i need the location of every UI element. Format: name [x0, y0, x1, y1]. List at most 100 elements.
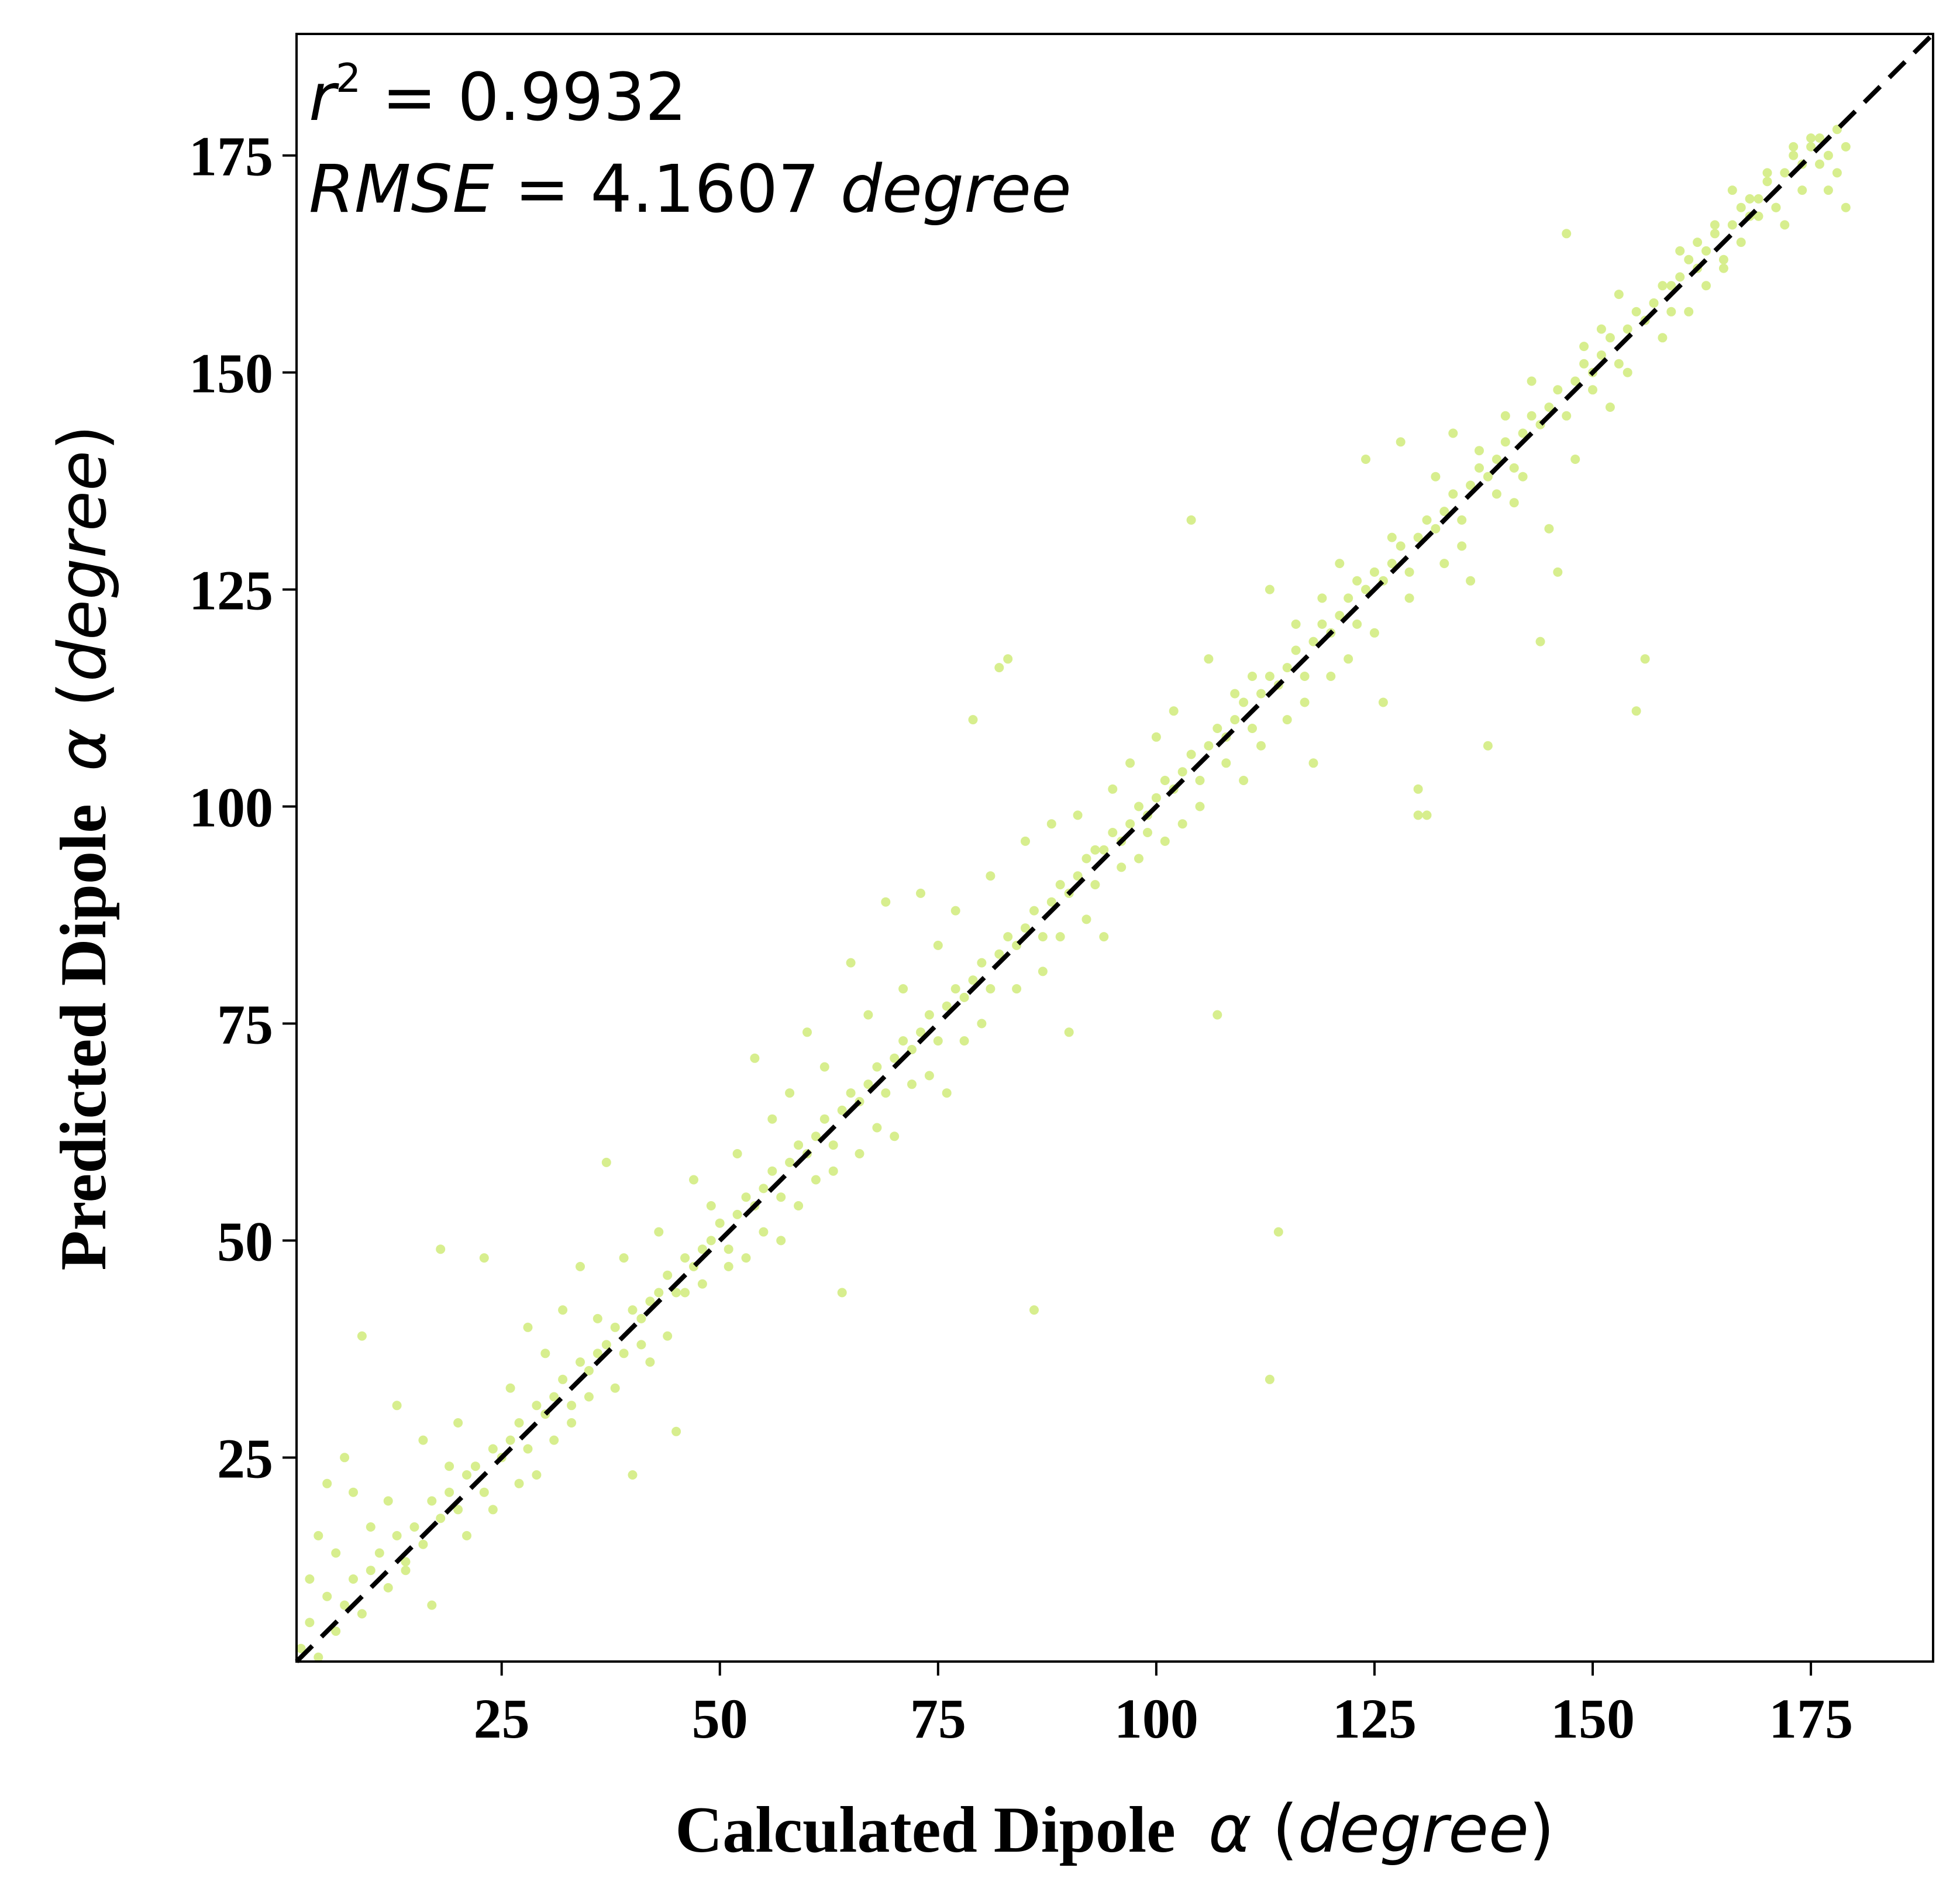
data-point [767, 1166, 777, 1176]
data-point [1823, 150, 1833, 160]
data-point [1239, 697, 1249, 707]
data-point [1754, 211, 1763, 221]
data-point [863, 1010, 873, 1020]
data-point [1151, 793, 1161, 803]
data-point [1195, 802, 1205, 811]
data-point [916, 1027, 925, 1037]
data-point [1378, 697, 1388, 707]
data-point [1806, 142, 1816, 152]
data-point [1248, 724, 1257, 733]
data-point [558, 1305, 568, 1315]
data-point [1457, 515, 1467, 525]
data-point [759, 1184, 769, 1194]
data-point [898, 984, 908, 994]
data-point [1204, 741, 1214, 751]
data-point [1780, 168, 1790, 178]
data-point [1291, 619, 1301, 629]
data-point [1727, 220, 1737, 230]
data-point [671, 1288, 681, 1298]
data-point [1404, 593, 1414, 603]
data-point [1605, 333, 1615, 343]
data-point [1117, 862, 1127, 872]
x-axis-title: Calculated Dipole α (degree) [675, 1791, 1554, 1867]
data-point [697, 1279, 707, 1289]
data-point [549, 1435, 559, 1445]
data-point [977, 958, 987, 968]
data-point [436, 1514, 446, 1523]
r2-superscript: 2 [336, 56, 361, 102]
y-tick-label: 175 [189, 125, 273, 188]
x-tick-label: 150 [1551, 1687, 1635, 1750]
data-point [846, 1088, 856, 1098]
data-point [1789, 142, 1799, 152]
data-point [1265, 1374, 1274, 1384]
data-point [1684, 254, 1694, 264]
data-point [1212, 1010, 1222, 1020]
data-point [514, 1418, 524, 1428]
data-point [1614, 359, 1624, 369]
data-point [1387, 559, 1397, 569]
x-tick-label: 75 [910, 1687, 966, 1750]
data-point [776, 1192, 786, 1202]
data-point [1448, 428, 1458, 438]
data-point [488, 1505, 498, 1515]
data-point [1239, 776, 1249, 785]
rmse-annotation: RMSE = 4.1607 degree [309, 152, 1072, 228]
data-point [1832, 125, 1842, 135]
data-point [1308, 637, 1318, 646]
data-point [1780, 220, 1790, 230]
data-point [479, 1487, 489, 1497]
data-point [628, 1305, 638, 1315]
data-point [1518, 472, 1528, 481]
data-point [1509, 463, 1519, 473]
y-tick-label: 150 [189, 342, 273, 405]
data-point [427, 1496, 437, 1506]
data-point [453, 1505, 463, 1515]
data-point [1003, 654, 1013, 664]
data-point [505, 1383, 515, 1393]
data-point [453, 1418, 463, 1428]
x-axis-title-unit: degree [1298, 1791, 1529, 1867]
data-point [732, 1149, 742, 1158]
data-point [794, 1201, 804, 1210]
data-point [1483, 472, 1493, 481]
data-point [942, 1001, 952, 1011]
x-tick-label: 100 [1114, 1687, 1198, 1750]
data-point [1623, 367, 1632, 377]
data-point [1125, 819, 1135, 829]
data-point [1431, 524, 1441, 534]
data-point [1099, 845, 1109, 855]
rmse-label: RMSE [309, 152, 494, 228]
data-point [1090, 845, 1100, 855]
data-point [811, 1175, 821, 1185]
data-point [724, 1244, 733, 1254]
data-point [924, 1071, 934, 1081]
data-point [1073, 871, 1083, 881]
rmse-equals: = [494, 152, 590, 228]
data-point [1466, 480, 1476, 490]
data-point [1614, 290, 1624, 300]
data-point [1475, 446, 1484, 456]
data-point [523, 1444, 533, 1454]
data-point [1186, 749, 1196, 759]
data-point [462, 1470, 471, 1480]
data-point [890, 1053, 900, 1063]
data-point [654, 1227, 664, 1237]
data-point [715, 1218, 725, 1228]
data-point [663, 1270, 673, 1280]
data-point [1317, 593, 1327, 603]
data-point [1134, 854, 1143, 864]
data-point [383, 1496, 393, 1506]
data-point [349, 1487, 358, 1497]
data-point [1021, 836, 1030, 846]
data-point [785, 1088, 795, 1098]
data-point [357, 1331, 367, 1341]
data-point [1143, 828, 1152, 837]
data-point [567, 1418, 577, 1428]
data-point [1762, 177, 1772, 187]
data-point [1727, 185, 1737, 195]
data-point [1771, 202, 1781, 212]
x-axis-title-text: Calculated Dipole [675, 1794, 1176, 1866]
y-tick-label: 75 [217, 993, 273, 1055]
